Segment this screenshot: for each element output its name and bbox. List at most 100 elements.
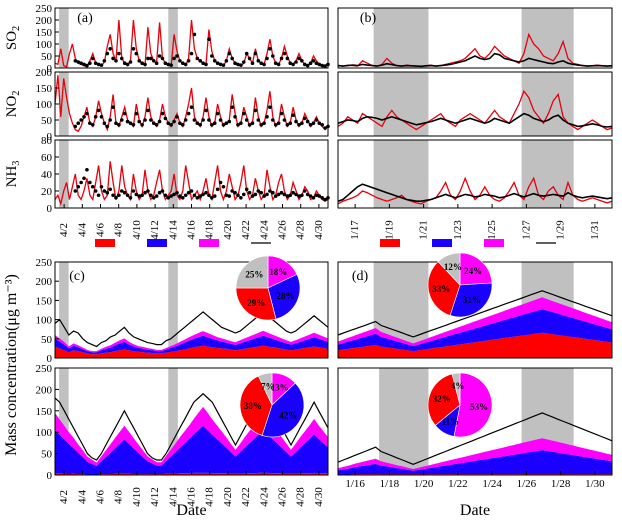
panel-e-pie-label: 38% bbox=[244, 401, 262, 411]
panel-b-frame bbox=[337, 139, 613, 209]
panel-a-point bbox=[282, 118, 287, 122]
panel-a-shade bbox=[168, 8, 178, 68]
panel-a-point bbox=[166, 62, 171, 67]
panel-e-xtick-label: 4/6 bbox=[95, 489, 107, 504]
panel-a-ytick-label: 150 bbox=[36, 27, 53, 39]
panel-e-ytick-label: 250 bbox=[36, 363, 53, 375]
panel-a-ytick-label: 150 bbox=[36, 83, 53, 95]
panel-b-xtick-label: 1/25 bbox=[486, 220, 498, 240]
panel-f-xtick-label: 1/20 bbox=[414, 478, 434, 490]
panel-a-point bbox=[90, 184, 95, 189]
panel-a-point bbox=[259, 190, 264, 195]
panel-a-point bbox=[262, 194, 266, 198]
panel-a-point bbox=[294, 60, 298, 64]
panel-a-point bbox=[143, 62, 147, 67]
panel-a-point bbox=[76, 121, 81, 125]
panel-a-point bbox=[186, 59, 191, 63]
panel-a-point bbox=[93, 189, 98, 193]
panel-a-point bbox=[288, 193, 293, 198]
panel-b-xtick-label: 1/17 bbox=[349, 220, 361, 240]
panel-a-point bbox=[218, 118, 223, 122]
panel-e-ytick-label: 200 bbox=[36, 384, 53, 396]
panel-b-shade bbox=[521, 140, 574, 208]
panel-f-pie-slice bbox=[453, 372, 493, 438]
panel-c-pie-slice bbox=[235, 287, 277, 321]
panel-a-point bbox=[180, 61, 185, 65]
panel-a-point bbox=[230, 189, 234, 193]
panel-a-point bbox=[317, 121, 322, 125]
panel-a-point bbox=[180, 123, 185, 127]
panel-e-pie-label: 13% bbox=[271, 382, 289, 392]
panel-a-point bbox=[291, 62, 295, 67]
panel-a-point bbox=[320, 196, 324, 200]
panel-f-xtick-label: 1/28 bbox=[551, 478, 571, 490]
panel-a-ytick-label: 0 bbox=[47, 63, 53, 75]
panel-a-point bbox=[311, 196, 316, 200]
panel-a-point bbox=[247, 190, 252, 195]
panel-d-pie-label: 12% bbox=[444, 262, 462, 272]
panel-a-point bbox=[253, 192, 258, 197]
panel-f-shade bbox=[379, 368, 429, 475]
panel-a-point bbox=[210, 54, 214, 58]
panel-a-point bbox=[73, 59, 78, 63]
panel-c-tag: (c) bbox=[69, 269, 85, 284]
panel-a-point bbox=[276, 192, 281, 197]
panel-b-line bbox=[337, 112, 613, 128]
panel-a-point bbox=[236, 123, 240, 127]
right-legend-swatch bbox=[432, 239, 452, 247]
panel-a-ytick-label: 200 bbox=[36, 67, 53, 79]
panel-a-point bbox=[128, 196, 133, 200]
panel-a-point bbox=[172, 119, 176, 124]
panel-a-point bbox=[253, 51, 258, 56]
panel-c-shade bbox=[59, 262, 69, 358]
panel-a-point bbox=[105, 190, 110, 195]
panel-a-point bbox=[227, 194, 232, 198]
panel-a-point bbox=[204, 108, 208, 113]
panel-a-point bbox=[178, 59, 182, 63]
panel-d-pie-slice bbox=[459, 252, 493, 286]
panel-a-point bbox=[207, 118, 211, 122]
panel-a-point bbox=[146, 189, 150, 193]
panel-c-ytick-label: 250 bbox=[36, 257, 53, 269]
panel-a-point bbox=[122, 111, 127, 116]
panel-a-point bbox=[215, 61, 220, 65]
chart-layer: 050100150200250SO2050100150200NO20204060… bbox=[3, 3, 613, 519]
panel-a-point bbox=[198, 59, 203, 63]
panel-a-point bbox=[96, 62, 101, 67]
panel-e-ytick-label: 100 bbox=[36, 427, 53, 439]
panel-a-point bbox=[233, 115, 237, 119]
panel-a-point bbox=[273, 194, 278, 198]
panel-a-point bbox=[114, 59, 118, 63]
panel-e-xtick-label: 4/2 bbox=[58, 490, 70, 504]
panel-c-ytick-label: 0 bbox=[47, 353, 53, 365]
panel-a-point bbox=[114, 121, 118, 125]
panel-a-point bbox=[236, 193, 240, 198]
panel-c-shade bbox=[168, 262, 178, 358]
panel-a-point bbox=[111, 105, 115, 109]
panel-a-point bbox=[250, 194, 255, 198]
panel-a-point bbox=[282, 192, 287, 197]
panel-a-point bbox=[262, 62, 266, 67]
panel-a-point bbox=[160, 111, 165, 116]
panel-a-point bbox=[119, 56, 124, 61]
panel-f-pie-slice bbox=[427, 373, 461, 426]
panel-a-point bbox=[195, 121, 200, 125]
panel-c-pie-label: 18% bbox=[269, 267, 287, 277]
panel-a-point bbox=[151, 121, 156, 125]
panel-a-point bbox=[163, 193, 168, 198]
panel-a-point bbox=[285, 194, 290, 198]
panel-a-point bbox=[250, 121, 255, 125]
panel-a-point bbox=[279, 190, 284, 195]
panel-a-point bbox=[186, 111, 191, 116]
panel-a-point bbox=[230, 56, 234, 61]
panel-a-point bbox=[88, 180, 92, 185]
panel-d-area-nh4 bbox=[338, 297, 612, 347]
panel-f-area-no3 bbox=[338, 450, 612, 475]
panel-a-point bbox=[204, 190, 208, 195]
panel-a-point bbox=[93, 61, 98, 65]
panel-c-ytick-label: 150 bbox=[36, 295, 53, 307]
panel-a-xtick-label: 4/24 bbox=[258, 220, 270, 240]
panel-a-ytick-label: 100 bbox=[36, 99, 53, 111]
panel-a-xtick-label: 4/2 bbox=[58, 223, 70, 237]
panel-d-pm25-line bbox=[337, 290, 613, 338]
